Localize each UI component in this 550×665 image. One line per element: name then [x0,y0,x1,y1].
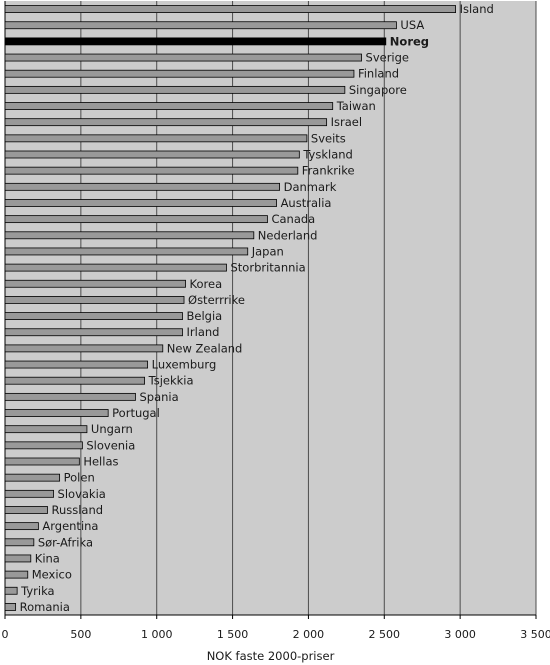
bar-15 [4,247,249,256]
bar-12 [4,199,277,207]
bar-label-12: Australia [281,196,332,210]
bar-2 [4,37,387,46]
bar-label-5: Singapore [349,83,407,97]
bar-label-15: Japan [251,244,284,258]
bar-14 [4,231,255,240]
bar-label-30: Slovakia [58,487,106,501]
bar-31 [4,506,48,514]
bar-22 [4,360,149,369]
bar-label-4: Finland [358,67,399,81]
bar-0 [4,5,456,13]
bar-5 [4,85,346,94]
bar-3 [4,53,362,62]
bar-label-18: Østerrrike [188,293,245,307]
bar-label-27: Slovenia [86,438,135,452]
bar-label-13: Canada [271,212,315,226]
bar-19 [4,312,183,320]
x-tick-label-2: 1 000 [141,628,173,641]
bar-label-22: Luxemburg [152,358,217,372]
bar-label-37: Romania [20,600,70,614]
bar-23 [4,376,145,385]
bar-label-8: Sveits [311,131,346,145]
bar-label-28: Hellas [83,455,118,469]
x-tick-label-6: 3 000 [444,628,476,641]
bar-label-11: Danmark [284,180,337,194]
bar-27 [4,441,83,450]
bar-label-20: Irland [187,325,220,339]
bar-1 [4,21,397,30]
bar-labels: Island USA Noreg Sverige Finland Singapore Tai… [20,2,494,614]
bar-34 [4,554,32,563]
bar-29 [4,473,61,482]
bar-label-2: Noreg [390,34,429,48]
x-tick-label-0: 0 [2,628,9,641]
bar-label-17: Korea [190,277,223,291]
x-axis-ticks: 0 500 1 000 1 500 2 000 2 500 3 000 3 500 [2,615,550,641]
bar-label-19: Belgia [187,309,223,323]
bar-17 [4,279,186,288]
bar-35 [4,570,29,579]
bar-label-9: Tyskland [302,148,353,162]
bar-37 [4,603,17,611]
bar-label-32: Argentina [42,519,98,533]
bar-28 [4,457,80,466]
bar-label-29: Polen [64,471,95,485]
bar-label-31: Russland [51,503,103,517]
x-tick-label-7: 3 500 [520,628,550,641]
bar-label-10: Frankrike [302,164,355,178]
bar-label-1: USA [400,18,424,32]
bar-33 [4,538,35,547]
bar-label-21: New Zealand [167,341,243,355]
x-axis-title: NOK faste 2000-priser [207,649,335,663]
bar-26 [4,425,88,434]
bar-8 [4,134,308,143]
bar-label-14: Nederland [258,228,318,242]
bar-label-7: Israel [331,115,362,129]
x-tick-label-3: 1 500 [217,628,249,641]
bar-36 [4,586,18,595]
x-tick-label-4: 2 000 [293,628,325,641]
bar-label-23: Tsjekkia [148,374,194,388]
bar-20 [4,328,183,337]
x-tick-label-1: 500 [70,628,91,641]
bar-label-36: Tyrika [20,584,54,598]
bar-label-6: Taiwan [336,99,376,113]
bar-9 [4,150,300,159]
bar-25 [4,409,109,417]
bar-label-35: Mexico [32,568,72,582]
bar-16 [4,263,227,272]
bar-4 [4,69,355,78]
bar-13 [4,215,268,224]
bars [4,5,456,611]
bar-6 [4,102,334,110]
x-tick-label-5: 2 500 [369,628,401,641]
bar-30 [4,489,54,498]
bar-18 [4,296,185,304]
bar-21 [4,344,164,353]
bar-label-0: Island [460,2,494,16]
bar-label-24: Spania [139,390,178,404]
bar-label-25: Portugal [112,406,160,420]
bar-label-33: Sør-Afrika [38,535,93,549]
bar-label-34: Kina [35,551,60,565]
bar-7 [4,118,328,127]
bar-24 [4,392,136,401]
bar-label-3: Sverige [366,51,409,65]
bar-11 [4,182,281,191]
bar-10 [4,166,299,175]
bar-label-26: Ungarn [91,422,133,436]
bar-32 [4,522,39,531]
bar-label-16: Storbritannia [231,261,306,275]
